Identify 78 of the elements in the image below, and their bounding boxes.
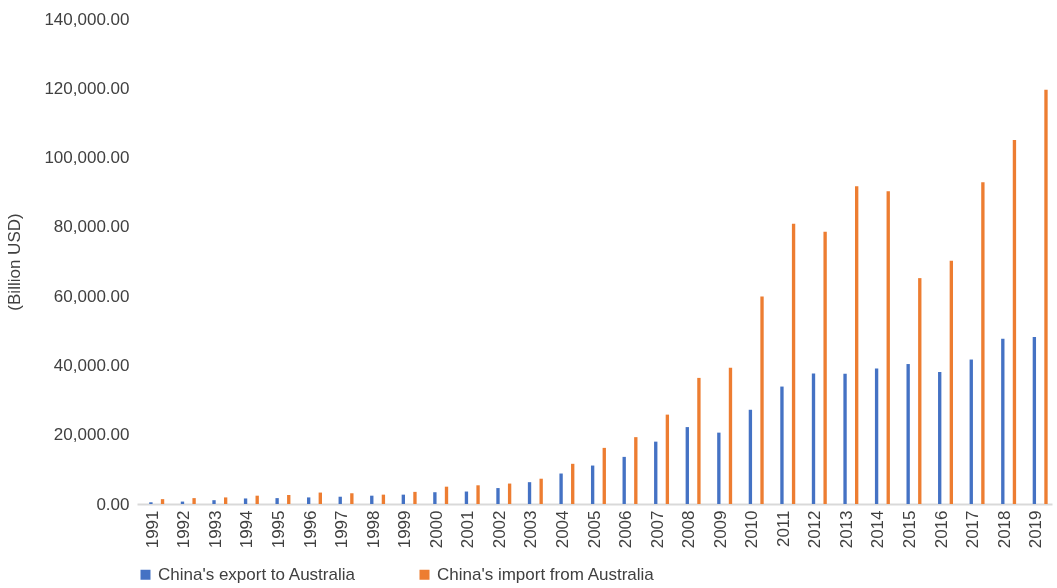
bar — [855, 186, 859, 504]
bar — [685, 427, 689, 504]
x-tick-label: 2006 — [616, 510, 636, 549]
legend-label: China's import from Australia — [437, 564, 655, 584]
bar — [1032, 337, 1037, 504]
bar — [748, 409, 753, 504]
x-tick-label: 2015 — [900, 510, 920, 549]
x-tick-label: 2012 — [805, 510, 825, 549]
x-tick-label: 2016 — [931, 510, 951, 549]
bar — [1001, 338, 1005, 504]
x-tick-label: 1994 — [237, 510, 257, 549]
x-tick-label: 2009 — [710, 510, 730, 549]
bar — [949, 260, 954, 504]
bar — [275, 498, 279, 504]
y-tick-label: 140,000.00 — [44, 9, 130, 29]
bar — [496, 488, 500, 504]
x-tick-label: 1991 — [142, 510, 162, 549]
bar — [433, 492, 437, 504]
x-tick-label: 2017 — [963, 510, 983, 549]
bar — [476, 485, 480, 504]
bar — [212, 500, 216, 504]
x-tick-label: 2014 — [868, 510, 888, 549]
x-tick-label: 2018 — [994, 510, 1014, 549]
bar — [780, 386, 784, 504]
bar — [1044, 89, 1048, 504]
x-tick-label: 1995 — [268, 510, 288, 549]
x-tick-label: 2001 — [458, 510, 478, 549]
bar — [192, 498, 196, 504]
bar — [1012, 139, 1017, 504]
bar — [906, 364, 910, 504]
bar — [918, 278, 922, 504]
bar — [634, 437, 638, 504]
bar — [527, 482, 532, 504]
bar — [760, 296, 764, 504]
x-tick-label: 1993 — [205, 510, 225, 549]
x-tick-label: 2002 — [489, 510, 509, 549]
bar — [938, 372, 942, 504]
y-tick-label: 100,000.00 — [44, 148, 130, 168]
bar — [539, 478, 543, 504]
x-tick-label: 1998 — [363, 510, 383, 549]
bar — [223, 497, 228, 504]
x-tick-label: 2008 — [679, 510, 699, 549]
bar — [886, 191, 890, 504]
x-tick-label: 1992 — [174, 510, 194, 549]
x-tick-label: 1997 — [332, 510, 352, 549]
bar — [697, 377, 701, 504]
x-tick-label: 2004 — [552, 510, 572, 549]
x-tick-label: 2010 — [742, 510, 762, 549]
x-tick-label: 2013 — [836, 510, 856, 549]
bar — [559, 473, 563, 504]
x-tick-label: 1999 — [395, 510, 415, 549]
y-tick-label: 40,000.00 — [53, 355, 130, 375]
y-tick-label: 80,000.00 — [53, 217, 130, 237]
bar — [717, 432, 721, 504]
bar — [791, 223, 796, 504]
x-tick-label: 2003 — [521, 510, 541, 549]
y-tick-label: 0.00 — [96, 494, 130, 514]
bar — [350, 493, 354, 504]
bar — [160, 499, 165, 504]
bar — [243, 498, 248, 504]
bar — [981, 182, 985, 504]
x-tick-label: 1996 — [300, 510, 320, 549]
bar — [307, 497, 311, 504]
x-tick-label: 2005 — [584, 510, 604, 549]
x-tick-label: 2019 — [1026, 510, 1046, 549]
bar — [823, 231, 827, 504]
bar — [811, 373, 816, 504]
x-tick-label: 2000 — [426, 510, 446, 549]
x-tick-label: 2007 — [647, 510, 667, 549]
x-tick-label: 2011 — [773, 510, 793, 548]
bar — [287, 494, 291, 504]
y-tick-label: 120,000.00 — [44, 78, 130, 98]
y-tick-label: 60,000.00 — [53, 286, 130, 306]
bar — [413, 491, 417, 504]
bar — [843, 373, 847, 504]
y-tick-label: 20,000.00 — [53, 425, 130, 445]
legend-label: China's export to Australia — [158, 564, 356, 584]
y-axis-title: (Billion USD) — [5, 213, 25, 311]
